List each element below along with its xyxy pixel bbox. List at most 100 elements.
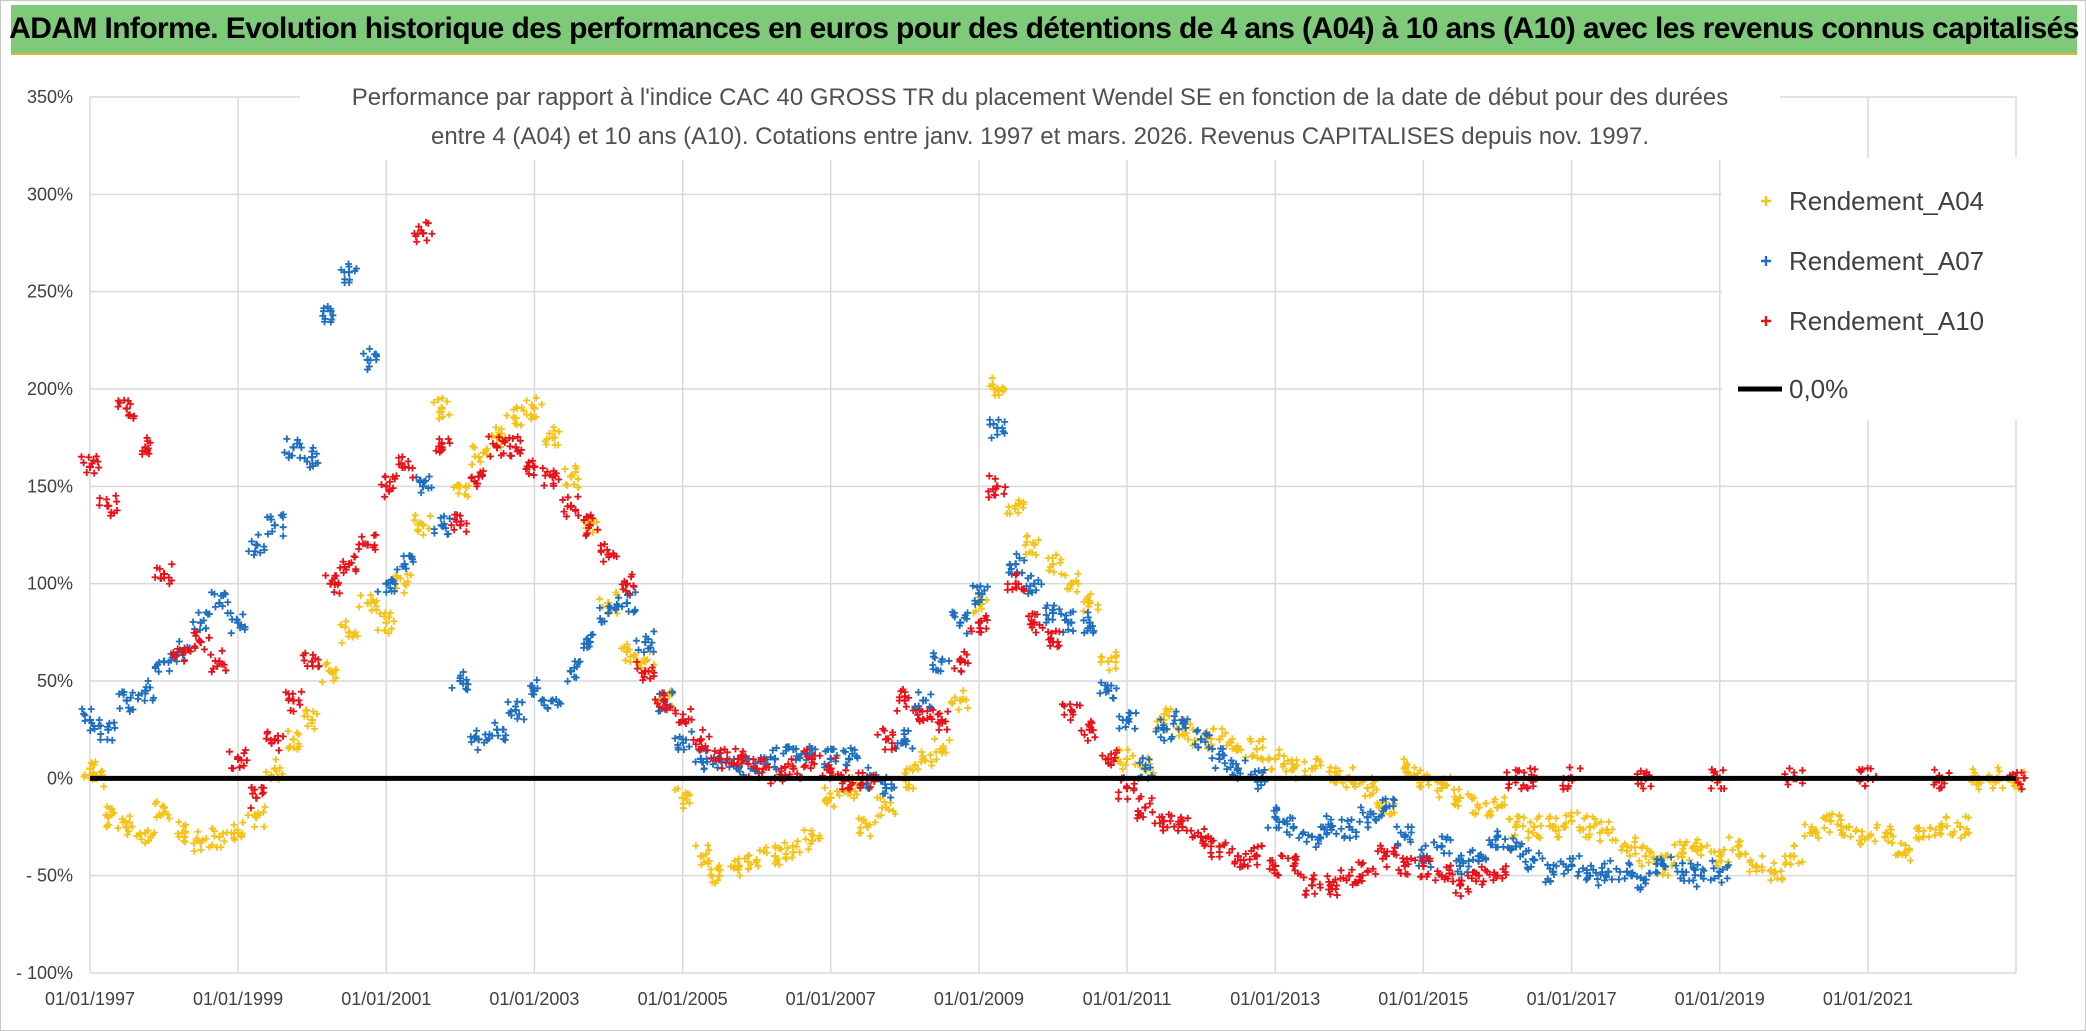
- data-point-jitter: [273, 767, 281, 775]
- data-point-jitter: [97, 730, 105, 738]
- data-point-jitter: [1596, 837, 1604, 845]
- data-point-jitter: [507, 707, 515, 715]
- data-point-jitter: [107, 508, 115, 516]
- data-point-jitter: [1466, 848, 1474, 856]
- data-point-jitter: [546, 471, 554, 479]
- data-point-jitter: [1714, 862, 1721, 870]
- data-point-jitter: [1094, 606, 1102, 614]
- data-point-jitter: [677, 718, 685, 726]
- data-point-jitter: [1205, 731, 1213, 739]
- data-point-jitter: [95, 501, 103, 509]
- data-point-jitter: [1574, 872, 1582, 880]
- data-point-jitter: [646, 675, 654, 683]
- data-point-jitter: [574, 475, 582, 483]
- data-point-jitter: [676, 733, 684, 741]
- data-point-jitter: [247, 804, 255, 812]
- data-point-jitter: [905, 784, 913, 792]
- data-point-jitter: [990, 491, 998, 499]
- data-point-jitter: [1884, 837, 1892, 845]
- data-point-jitter: [410, 516, 418, 524]
- data-point-jitter: [1587, 862, 1595, 870]
- data-point-jitter: [1718, 879, 1726, 887]
- data-point-jitter: [1642, 879, 1650, 887]
- data-point-jitter: [1233, 766, 1241, 774]
- data-point-jitter: [116, 704, 124, 712]
- data-point-jitter: [1411, 856, 1419, 864]
- data-point-jitter: [1148, 808, 1156, 816]
- data-point-jitter: [951, 613, 959, 621]
- data-point-jitter: [501, 736, 509, 744]
- data-point-jitter: [2010, 782, 2018, 790]
- data-point-jitter: [1028, 624, 1036, 632]
- data-point-jitter: [1671, 841, 1679, 849]
- data-point-jitter: [990, 385, 998, 393]
- data-point: [289, 735, 298, 744]
- data-point-jitter: [1519, 822, 1527, 830]
- data-point-jitter: [970, 609, 978, 617]
- data-point-jitter: [533, 676, 541, 684]
- data-point-jitter: [1469, 868, 1477, 876]
- data-point-jitter: [1074, 570, 1082, 578]
- data-point-jitter: [295, 696, 303, 704]
- data-point-jitter: [251, 811, 259, 819]
- data-point-jitter: [1105, 666, 1113, 674]
- x-tick-label: 01/01/2011: [1083, 989, 1172, 1009]
- data-point-jitter: [308, 448, 316, 456]
- data-point-jitter: [358, 533, 366, 541]
- data-point-jitter: [1097, 679, 1105, 687]
- data-point-jitter: [1472, 877, 1480, 885]
- data-point-jitter: [1838, 831, 1846, 839]
- data-point-jitter: [634, 646, 642, 654]
- data-point-jitter: [1266, 865, 1274, 873]
- data-point-jitter: [986, 382, 994, 390]
- data-point-jitter: [1024, 590, 1032, 598]
- data-point-jitter: [1223, 765, 1231, 773]
- data-point-jitter: [866, 832, 874, 840]
- data-point-jitter: [1687, 860, 1695, 868]
- data-point-jitter: [914, 688, 922, 696]
- data-point-jitter: [1191, 740, 1199, 748]
- data-point-jitter: [1166, 817, 1174, 825]
- data-point-jitter: [284, 727, 292, 735]
- data-point-jitter: [1316, 833, 1324, 841]
- data-point-jitter: [1969, 765, 1977, 773]
- data-point-jitter: [175, 833, 183, 841]
- data-point-jitter: [180, 823, 188, 831]
- data-point-jitter: [1109, 694, 1117, 702]
- data-point-jitter: [848, 750, 856, 758]
- data-point-jitter: [448, 684, 456, 692]
- data-point-jitter: [603, 546, 611, 554]
- data-point-jitter: [701, 742, 709, 750]
- data-point-jitter: [1938, 820, 1946, 828]
- data-point-jitter: [1646, 869, 1654, 877]
- data-point-jitter: [1858, 832, 1866, 840]
- data-point-jitter: [1046, 563, 1054, 571]
- data-point-jitter: [330, 677, 338, 685]
- data-point-jitter: [464, 493, 472, 501]
- data-point-jitter: [1550, 871, 1558, 879]
- data-point-jitter: [1767, 866, 1775, 874]
- data-point-jitter: [783, 844, 791, 852]
- data-point-jitter: [113, 506, 121, 514]
- data-point-jitter: [1019, 504, 1027, 512]
- data-point-jitter: [1400, 755, 1408, 763]
- data-point-jitter: [1012, 550, 1020, 558]
- data-point-jitter: [424, 219, 432, 227]
- data-point-jitter: [523, 465, 531, 473]
- data-point-jitter: [275, 746, 283, 754]
- data-point: [160, 803, 169, 812]
- data-point-jitter: [1915, 827, 1923, 835]
- data-point-jitter: [563, 481, 571, 489]
- data-point-jitter: [95, 464, 103, 472]
- data-point-jitter: [1454, 868, 1462, 876]
- data-point-jitter: [196, 637, 204, 645]
- data-point-jitter: [884, 735, 892, 743]
- data-point-jitter: [113, 498, 121, 506]
- data-point-jitter: [1050, 568, 1058, 576]
- data-point-jitter: [234, 753, 242, 761]
- data-point-jitter: [293, 729, 301, 737]
- data-point-jitter: [138, 447, 146, 455]
- data-point-jitter: [1199, 837, 1207, 845]
- data-point-jitter: [781, 839, 789, 847]
- data-point-jitter: [499, 726, 507, 734]
